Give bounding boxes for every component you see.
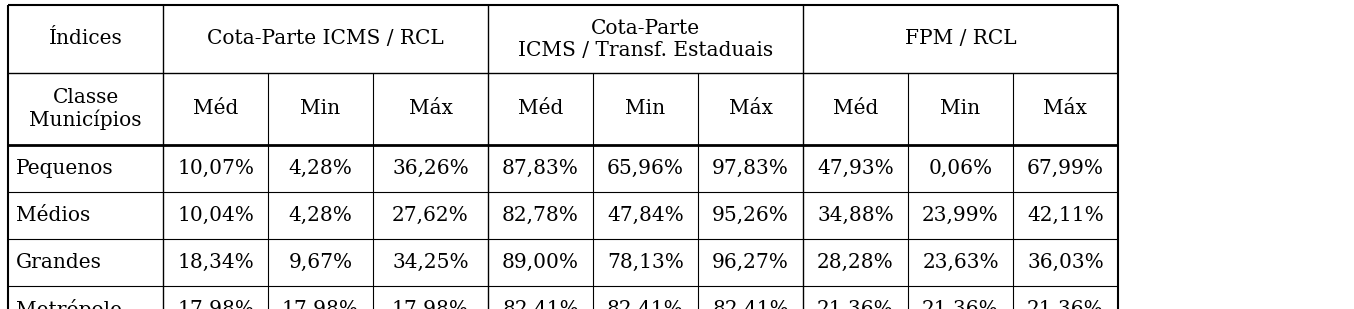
Text: FPM / RCL: FPM / RCL <box>904 29 1017 49</box>
Text: Máx: Máx <box>728 99 773 118</box>
Text: 17,98%: 17,98% <box>393 300 468 309</box>
Text: Méd: Méd <box>833 99 879 118</box>
Text: 10,07%: 10,07% <box>177 159 255 178</box>
Text: 47,93%: 47,93% <box>816 159 894 178</box>
Text: 23,63%: 23,63% <box>922 253 999 272</box>
Text: 82,78%: 82,78% <box>502 206 580 225</box>
Text: 36,03%: 36,03% <box>1028 253 1104 272</box>
Text: 82,41%: 82,41% <box>712 300 789 309</box>
Text: Máx: Máx <box>409 99 452 118</box>
Text: 65,96%: 65,96% <box>607 159 684 178</box>
Text: 78,13%: 78,13% <box>607 253 684 272</box>
Text: 18,34%: 18,34% <box>177 253 255 272</box>
Text: Min: Min <box>301 99 341 118</box>
Text: 9,67%: 9,67% <box>288 253 352 272</box>
Text: 4,28%: 4,28% <box>288 206 352 225</box>
Text: Méd: Méd <box>517 99 563 118</box>
Text: Min: Min <box>626 99 666 118</box>
Text: Min: Min <box>941 99 980 118</box>
Text: 4,28%: 4,28% <box>288 159 352 178</box>
Text: 47,84%: 47,84% <box>607 206 684 225</box>
Text: 21,36%: 21,36% <box>922 300 999 309</box>
Text: 0,06%: 0,06% <box>929 159 992 178</box>
Text: 17,98%: 17,98% <box>282 300 359 309</box>
Text: 21,36%: 21,36% <box>816 300 894 309</box>
Text: Índices: Índices <box>49 29 122 49</box>
Text: Classe
Municípios: Classe Municípios <box>30 87 142 130</box>
Text: Cota-Parte
ICMS / Transf. Estaduais: Cota-Parte ICMS / Transf. Estaduais <box>519 19 773 60</box>
Text: 97,83%: 97,83% <box>712 159 789 178</box>
Text: 10,04%: 10,04% <box>177 206 255 225</box>
Text: 89,00%: 89,00% <box>502 253 580 272</box>
Text: 21,36%: 21,36% <box>1028 300 1104 309</box>
Text: 87,83%: 87,83% <box>502 159 580 178</box>
Text: 42,11%: 42,11% <box>1028 206 1104 225</box>
Text: 28,28%: 28,28% <box>816 253 894 272</box>
Text: 82,41%: 82,41% <box>502 300 580 309</box>
Text: 23,99%: 23,99% <box>922 206 999 225</box>
Text: Pequenos: Pequenos <box>16 159 114 178</box>
Text: 95,26%: 95,26% <box>712 206 789 225</box>
Text: Médios: Médios <box>16 206 91 225</box>
Text: Grandes: Grandes <box>16 253 102 272</box>
Text: 34,25%: 34,25% <box>393 253 468 272</box>
Text: 96,27%: 96,27% <box>712 253 789 272</box>
Text: Metrópole: Metrópole <box>16 299 122 309</box>
Text: 82,41%: 82,41% <box>607 300 684 309</box>
Text: 34,88%: 34,88% <box>816 206 894 225</box>
Text: 27,62%: 27,62% <box>393 206 468 225</box>
Text: 67,99%: 67,99% <box>1026 159 1104 178</box>
Text: Cota-Parte ICMS / RCL: Cota-Parte ICMS / RCL <box>207 29 444 49</box>
Text: 36,26%: 36,26% <box>393 159 468 178</box>
Text: Méd: Méd <box>192 99 238 118</box>
Text: Máx: Máx <box>1044 99 1087 118</box>
Text: 17,98%: 17,98% <box>177 300 255 309</box>
